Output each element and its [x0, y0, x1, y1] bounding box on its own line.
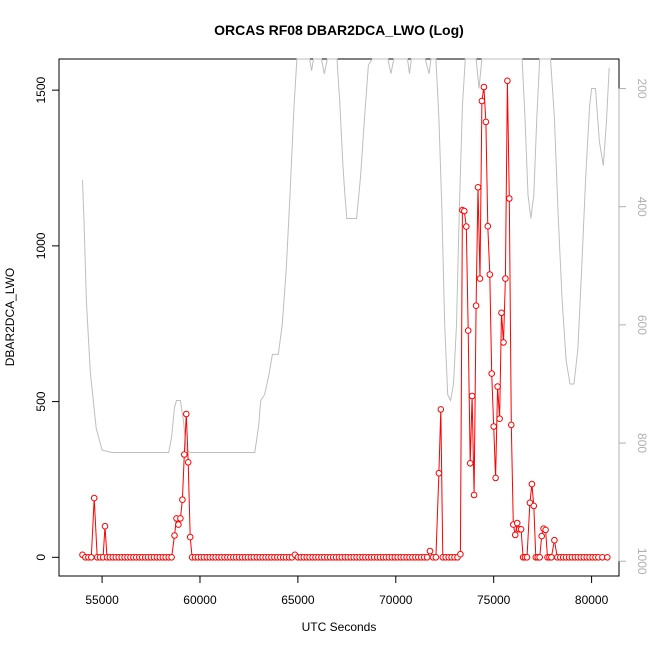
data-point — [482, 118, 490, 126]
x-tick-label: 60000 — [183, 593, 217, 607]
data-point — [183, 410, 190, 418]
data-point — [488, 370, 496, 377]
y-tick-label: 1000 — [34, 232, 48, 259]
series-pressure-line — [82, 58, 610, 453]
y2-tick-label: 600 — [635, 315, 649, 335]
data-point — [168, 554, 175, 561]
data-point — [470, 491, 478, 499]
data-point — [474, 184, 482, 191]
data-point — [437, 406, 445, 413]
y2-tick-label: 1000 — [635, 548, 649, 575]
plot-frame — [58, 58, 620, 577]
data-point — [466, 460, 474, 467]
data-point — [184, 459, 192, 466]
data-point — [88, 554, 95, 561]
data-point — [498, 309, 505, 317]
y-axis-label: DBAR2DCA_LWO — [3, 268, 17, 366]
data-point — [457, 550, 464, 558]
y2-tick-label: 800 — [635, 433, 649, 453]
data-point — [461, 207, 468, 215]
data-point — [490, 423, 498, 430]
data-point — [463, 223, 470, 230]
data-point — [90, 494, 98, 502]
data-point — [101, 522, 109, 530]
data-point — [496, 415, 503, 423]
x-axis-label: UTC Seconds — [302, 620, 377, 634]
y-tick-label: 0 — [34, 554, 48, 561]
data-point — [538, 532, 546, 540]
x-tick-label: 55000 — [85, 593, 119, 607]
data-point — [511, 531, 519, 539]
x-tick-label: 70000 — [379, 593, 413, 607]
data-point — [551, 536, 558, 544]
data-point — [530, 502, 538, 510]
data-point — [523, 554, 531, 561]
series-lwo-line — [82, 80, 608, 558]
data-point — [536, 554, 544, 561]
y2-tick-label: 400 — [635, 197, 649, 217]
data-point — [432, 554, 440, 561]
data-point — [480, 83, 488, 91]
data-point — [484, 222, 492, 230]
data-point — [517, 526, 525, 533]
data-point — [423, 554, 431, 561]
data-point — [468, 392, 476, 400]
data-point — [464, 327, 472, 334]
data-point — [500, 339, 507, 346]
data-point — [177, 515, 184, 522]
y-tick-label: 500 — [34, 391, 48, 411]
y-tick-label: 1500 — [34, 76, 48, 103]
data-point — [513, 519, 521, 527]
data-point — [492, 474, 499, 482]
data-point — [175, 521, 182, 528]
data-point — [426, 547, 434, 555]
data-point — [486, 271, 494, 278]
data-point — [604, 554, 611, 561]
x-tick-label: 65000 — [281, 593, 315, 607]
data-point — [179, 496, 186, 504]
data-point — [181, 451, 188, 458]
data-point — [186, 533, 194, 541]
data-point — [171, 532, 178, 539]
data-point — [476, 275, 484, 282]
data-point — [548, 554, 555, 561]
data-point — [435, 469, 443, 477]
data-point — [528, 480, 536, 488]
y2-tick-label: 200 — [635, 79, 649, 99]
data-point — [494, 383, 501, 390]
x-tick-label: 75000 — [477, 593, 511, 607]
x-tick-label: 80000 — [575, 593, 609, 607]
data-point — [506, 195, 513, 202]
data-point — [508, 421, 515, 429]
chart-title: ORCAS RF08 DBAR2DCA_LWO (Log) — [214, 22, 464, 38]
data-point — [502, 275, 509, 282]
data-point — [504, 77, 511, 85]
data-point — [472, 302, 480, 310]
plot-area: 55000 60000 65000 70000 75000 80000 0 500 1000 15… — [34, 58, 649, 607]
data-point — [478, 97, 486, 105]
data-point — [542, 526, 549, 534]
